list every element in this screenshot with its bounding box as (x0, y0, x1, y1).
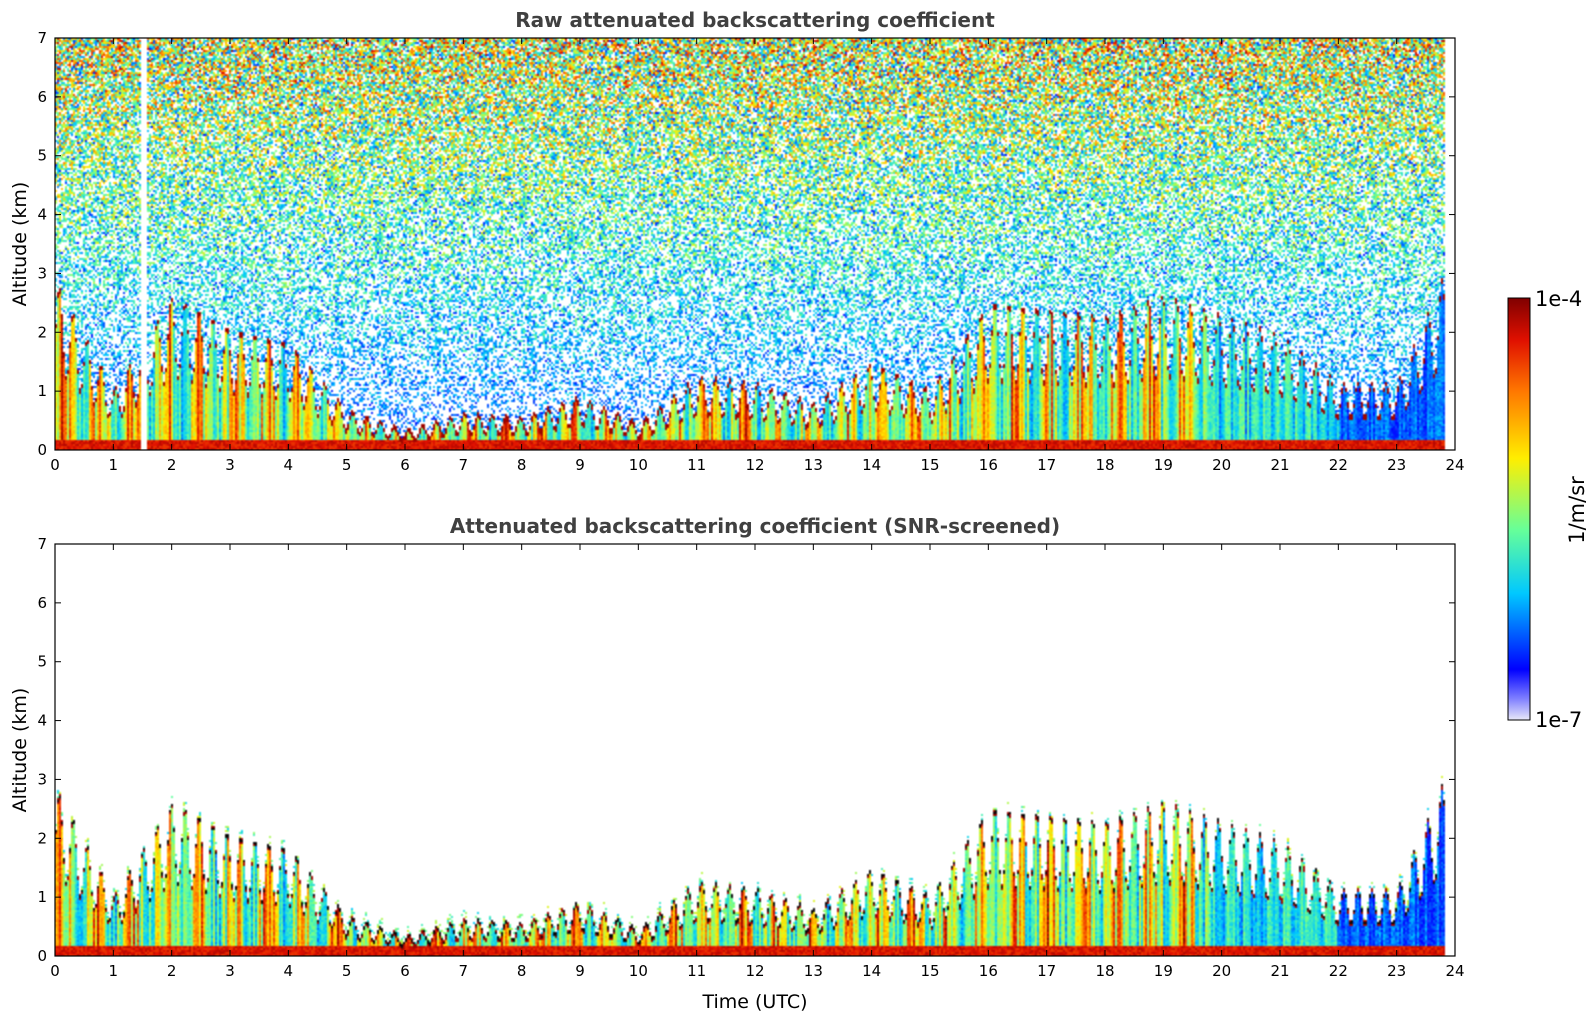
x-tick-label: 13 (804, 962, 823, 980)
x-tick-label: 3 (225, 962, 235, 980)
x-tick-label: 13 (804, 456, 823, 474)
top-x-ticks: 0 1 2 3 4 5 6 7 8 9 10 11 12 13 14 15 16 17 18 19 20 21 22 23 24 (50, 38, 1465, 474)
x-tick-label: 17 (1037, 456, 1056, 474)
x-tick-label: 15 (920, 962, 939, 980)
bottom-heatmap (55, 544, 1455, 956)
x-tick-label: 24 (1445, 456, 1464, 474)
screened-backscatter-image (55, 544, 1455, 956)
bottom-y-axis-label: Altitude (km) (9, 688, 31, 813)
x-tick-label: 4 (284, 456, 294, 474)
y-tick-label: 2 (37, 829, 47, 847)
x-tick-label: 14 (862, 962, 881, 980)
x-tick-label: 17 (1037, 962, 1056, 980)
y-tick-label: 4 (37, 712, 47, 730)
bottom-x-ticks: 0 1 2 3 4 5 6 7 8 9 10 11 12 13 14 15 16 17 18 19 20 21 22 23 24 (50, 544, 1465, 980)
colorbar-max-label: 1e-4 (1535, 287, 1582, 311)
x-tick-label: 2 (167, 456, 177, 474)
bottom-x-axis-label: Time (UTC) (701, 991, 807, 1013)
x-tick-label: 23 (1387, 962, 1406, 980)
y-tick-label: 3 (37, 770, 47, 788)
x-tick-label: 4 (284, 962, 294, 980)
top-heatmap (55, 38, 1455, 450)
x-tick-label: 11 (687, 456, 706, 474)
y-tick-label: 7 (37, 29, 47, 47)
x-tick-label: 5 (342, 962, 352, 980)
x-tick-label: 1 (109, 456, 119, 474)
x-tick-label: 23 (1387, 456, 1406, 474)
y-tick-label: 0 (37, 947, 47, 965)
bottom-panel-title: Attenuated backscattering coefficient (S… (450, 514, 1060, 538)
x-tick-label: 21 (1270, 456, 1289, 474)
x-tick-label: 5 (342, 456, 352, 474)
x-tick-label: 6 (400, 456, 410, 474)
x-tick-label: 3 (225, 456, 235, 474)
x-tick-label: 0 (50, 962, 60, 980)
x-tick-label: 9 (575, 456, 585, 474)
y-tick-label: 6 (37, 88, 47, 106)
y-tick-label: 6 (37, 594, 47, 612)
y-tick-label: 3 (37, 264, 47, 282)
colorbar: 1e-4 1e-7 1/m/sr (1507, 287, 1589, 732)
raw-backscatter-image (55, 38, 1455, 450)
x-tick-label: 1 (109, 962, 119, 980)
y-tick-label: 1 (37, 382, 47, 400)
x-tick-label: 9 (575, 962, 585, 980)
x-tick-label: 18 (1095, 962, 1114, 980)
x-tick-label: 20 (1212, 962, 1231, 980)
bottom-panel: Attenuated backscattering coefficient (S… (9, 514, 1465, 1013)
y-tick-label: 7 (37, 535, 47, 553)
x-tick-label: 24 (1445, 962, 1464, 980)
y-tick-label: 0 (37, 441, 47, 459)
x-tick-label: 8 (517, 962, 527, 980)
x-tick-label: 7 (459, 962, 469, 980)
x-tick-label: 19 (1154, 962, 1173, 980)
x-tick-label: 10 (629, 962, 648, 980)
x-tick-label: 14 (862, 456, 881, 474)
x-tick-label: 2 (167, 962, 177, 980)
colorbar-gradient (1507, 297, 1531, 721)
x-tick-label: 11 (687, 962, 706, 980)
x-tick-label: 12 (745, 962, 764, 980)
x-tick-label: 18 (1095, 456, 1114, 474)
y-tick-label: 2 (37, 323, 47, 341)
x-tick-label: 16 (979, 962, 998, 980)
y-tick-label: 4 (37, 206, 47, 224)
y-tick-label: 5 (37, 147, 47, 165)
x-tick-label: 0 (50, 456, 60, 474)
top-y-ticks: 0 1 2 3 4 5 6 7 (37, 29, 1455, 459)
x-tick-label: 15 (920, 456, 939, 474)
x-tick-label: 7 (459, 456, 469, 474)
x-tick-label: 16 (979, 456, 998, 474)
x-tick-label: 10 (629, 456, 648, 474)
y-tick-label: 1 (37, 888, 47, 906)
x-tick-label: 8 (517, 456, 527, 474)
bottom-y-ticks: 0 1 2 3 4 5 6 7 (37, 535, 1455, 965)
x-tick-label: 6 (400, 962, 410, 980)
colorbar-min-label: 1e-7 (1535, 708, 1582, 732)
x-tick-label: 12 (745, 456, 764, 474)
x-tick-label: 20 (1212, 456, 1231, 474)
top-y-axis-label: Altitude (km) (9, 182, 31, 307)
x-tick-label: 22 (1329, 962, 1348, 980)
y-tick-label: 5 (37, 653, 47, 671)
colorbar-unit-label: 1/m/sr (1565, 476, 1589, 544)
x-tick-label: 19 (1154, 456, 1173, 474)
x-tick-label: 22 (1329, 456, 1348, 474)
top-panel-title: Raw attenuated backscattering coefficien… (515, 8, 995, 32)
top-panel: Raw attenuated backscattering coefficien… (9, 8, 1465, 474)
x-tick-label: 21 (1270, 962, 1289, 980)
